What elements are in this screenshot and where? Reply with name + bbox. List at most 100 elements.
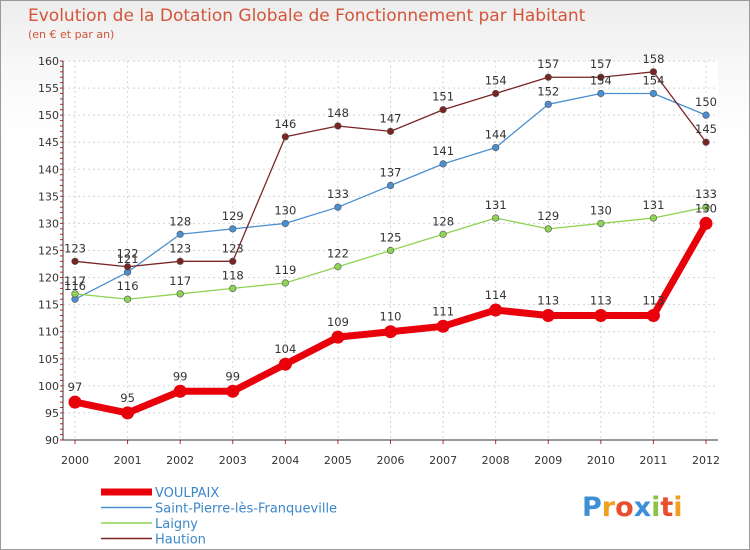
x-tick-label: 2012 bbox=[692, 454, 720, 467]
chart-subtitle: (en € et par an) bbox=[28, 28, 114, 41]
data-point-laigny bbox=[439, 230, 447, 238]
logo-letter: i bbox=[673, 492, 682, 523]
y-tick-label: 140 bbox=[38, 163, 59, 176]
data-label-saint-pierre-les-franqueville: 144 bbox=[485, 128, 507, 142]
data-label-haution: 123 bbox=[169, 241, 191, 255]
data-label-laigny: 128 bbox=[432, 214, 454, 228]
data-point-voulpaix bbox=[699, 216, 713, 230]
data-point-saint-pierre-les-franqueville bbox=[492, 144, 500, 152]
data-point-voulpaix bbox=[541, 308, 555, 322]
data-point-voulpaix bbox=[489, 303, 503, 317]
data-label-laigny: 131 bbox=[642, 198, 664, 212]
data-label-haution: 151 bbox=[432, 90, 454, 104]
data-label-voulpaix: 95 bbox=[120, 391, 135, 405]
y-tick-label: 110 bbox=[38, 326, 59, 339]
data-label-voulpaix: 113 bbox=[590, 293, 612, 307]
data-label-voulpaix: 97 bbox=[68, 380, 83, 394]
logo-letter: o bbox=[615, 492, 634, 523]
y-tick-label: 120 bbox=[38, 272, 59, 285]
data-label-saint-pierre-les-franqueville: 130 bbox=[274, 203, 296, 217]
logo-letter: t bbox=[660, 492, 673, 523]
data-point-haution bbox=[281, 133, 289, 141]
data-point-voulpaix bbox=[436, 319, 450, 333]
data-label-saint-pierre-les-franqueville: 129 bbox=[222, 209, 244, 223]
data-point-laigny bbox=[702, 203, 710, 211]
data-point-saint-pierre-les-franqueville bbox=[386, 181, 395, 190]
y-tick-label: 135 bbox=[38, 190, 59, 203]
data-label-saint-pierre-les-franqueville: 137 bbox=[380, 166, 402, 180]
data-point-laigny bbox=[492, 214, 500, 222]
data-point-voulpaix bbox=[68, 395, 82, 409]
legend-label-haution: Haution bbox=[155, 533, 206, 548]
data-label-haution: 157 bbox=[537, 57, 559, 71]
series-saint-pierre-les-franqueville bbox=[71, 89, 710, 303]
data-label-voulpaix: 130 bbox=[695, 201, 717, 215]
data-label-laigny: 133 bbox=[695, 187, 717, 201]
legend-label-laigny: Laigny bbox=[155, 517, 198, 532]
proxiti-logo: Proxiti bbox=[582, 492, 683, 523]
data-point-haution bbox=[229, 257, 237, 265]
data-label-voulpaix: 113 bbox=[642, 293, 664, 307]
data-point-saint-pierre-les-franqueville bbox=[229, 225, 237, 233]
data-point-haution bbox=[597, 73, 605, 81]
legend-label-voulpaix: VOULPAIX bbox=[155, 486, 219, 501]
data-label-laigny: 116 bbox=[117, 279, 139, 293]
data-label-saint-pierre-les-franqueville: 121 bbox=[117, 252, 139, 266]
data-label-voulpaix: 109 bbox=[327, 315, 349, 329]
data-label-haution: 123 bbox=[64, 241, 86, 255]
data-point-laigny bbox=[71, 290, 79, 298]
data-point-laigny bbox=[281, 279, 289, 287]
data-point-haution bbox=[702, 138, 710, 146]
x-tick-label: 2001 bbox=[114, 454, 142, 467]
data-point-saint-pierre-les-franqueville bbox=[544, 100, 552, 108]
x-tick-label: 2005 bbox=[324, 454, 352, 467]
data-point-saint-pierre-les-franqueville bbox=[439, 160, 447, 168]
data-point-laigny bbox=[597, 219, 605, 228]
data-point-voulpaix bbox=[594, 308, 608, 322]
x-tick-label: 2000 bbox=[61, 454, 89, 467]
data-label-voulpaix: 99 bbox=[173, 369, 188, 383]
data-label-laigny: 130 bbox=[590, 203, 612, 217]
data-label-saint-pierre-les-franqueville: 116 bbox=[64, 279, 86, 293]
data-label-voulpaix: 110 bbox=[380, 310, 402, 324]
logo-letter: P bbox=[582, 492, 602, 523]
data-label-saint-pierre-les-franqueville: 152 bbox=[537, 84, 559, 98]
logo-letter: i bbox=[651, 492, 660, 523]
y-tick-label: 105 bbox=[38, 353, 59, 366]
data-label-laigny: 119 bbox=[274, 263, 296, 277]
data-point-laigny bbox=[334, 263, 342, 271]
data-label-laigny: 122 bbox=[327, 247, 349, 261]
data-point-voulpaix bbox=[384, 325, 397, 339]
x-tick-label: 2010 bbox=[587, 454, 615, 467]
y-tick-label: 130 bbox=[38, 217, 59, 230]
data-point-voulpaix bbox=[173, 384, 187, 398]
data-label-haution: 157 bbox=[590, 57, 612, 71]
data-label-laigny: 131 bbox=[485, 198, 507, 212]
data-label-laigny: 125 bbox=[380, 231, 402, 245]
data-label-haution: 147 bbox=[380, 111, 402, 125]
y-tick-label: 145 bbox=[38, 136, 59, 149]
x-tick-label: 2006 bbox=[377, 454, 405, 467]
data-point-saint-pierre-les-franqueville bbox=[334, 203, 342, 211]
legend: VOULPAIXSaint-Pierre-lès-FranquevilleLai… bbox=[101, 486, 337, 548]
data-labels: 97 95 99 99 104 109 110 111 114 113 113 113 130 116 12… bbox=[64, 52, 717, 405]
data-point-laigny bbox=[649, 214, 658, 222]
series-haution bbox=[71, 68, 710, 271]
data-label-laigny: 117 bbox=[169, 274, 191, 288]
data-point-voulpaix bbox=[278, 357, 292, 371]
data-label-saint-pierre-les-franqueville: 154 bbox=[642, 73, 664, 87]
data-label-haution: 123 bbox=[222, 241, 244, 255]
data-point-haution bbox=[123, 263, 132, 271]
y-tick-label: 100 bbox=[38, 380, 59, 393]
data-point-haution bbox=[386, 127, 395, 135]
data-point-voulpaix bbox=[121, 406, 135, 420]
data-label-voulpaix: 111 bbox=[432, 304, 454, 318]
data-point-haution bbox=[439, 106, 447, 114]
data-label-laigny: 129 bbox=[537, 209, 559, 223]
x-tick-label: 2008 bbox=[482, 454, 510, 467]
data-label-saint-pierre-les-franqueville: 150 bbox=[695, 95, 717, 109]
data-point-haution bbox=[176, 257, 184, 265]
plot-area bbox=[68, 68, 713, 420]
data-label-saint-pierre-les-franqueville: 154 bbox=[590, 73, 612, 87]
chart-title: Evolution de la Dotation Globale de Fonc… bbox=[28, 6, 586, 26]
